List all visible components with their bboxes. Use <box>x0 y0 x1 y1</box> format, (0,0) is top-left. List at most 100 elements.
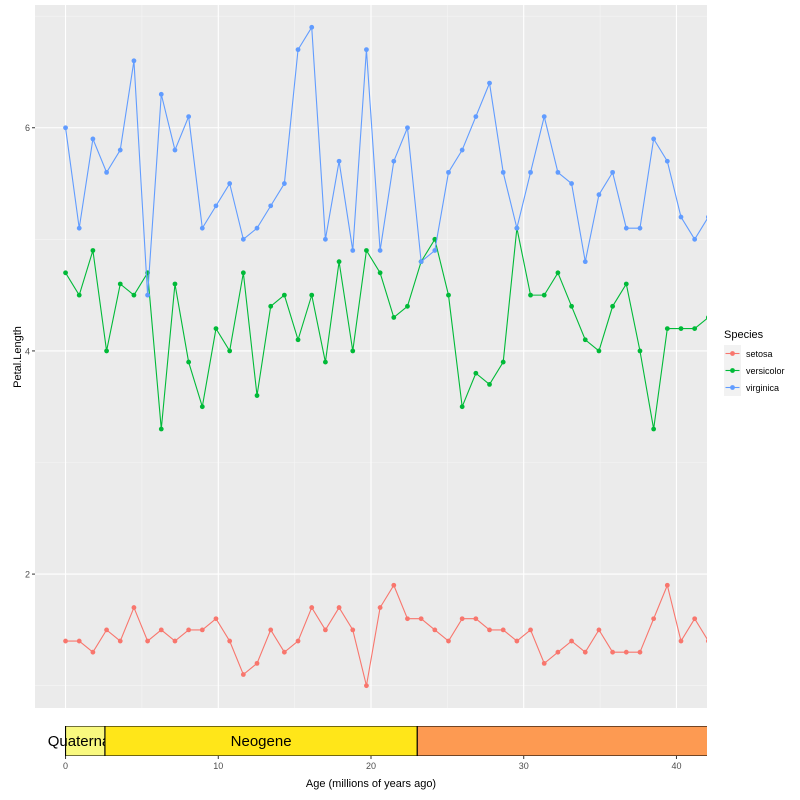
data-point-setosa <box>446 638 451 644</box>
data-point-virginica <box>295 47 301 53</box>
data-point-setosa <box>473 616 479 622</box>
legend-key-point <box>730 368 735 373</box>
data-point-virginica <box>596 192 602 198</box>
data-point-versicolor <box>90 248 96 253</box>
data-point-setosa <box>692 616 698 622</box>
data-point-versicolor <box>240 270 246 276</box>
data-point-virginica <box>323 236 328 242</box>
data-point-virginica <box>377 248 383 253</box>
data-point-virginica <box>405 125 410 131</box>
data-point-versicolor <box>63 270 68 276</box>
legend-label-setosa: setosa <box>746 349 773 359</box>
data-point-setosa <box>254 660 260 666</box>
data-point-virginica <box>637 225 643 231</box>
legend-keys: setosa versicolor virginica <box>724 345 785 396</box>
data-point-versicolor <box>446 292 451 298</box>
data-point-versicolor <box>610 303 616 309</box>
data-point-setosa <box>131 605 137 610</box>
data-point-virginica <box>500 169 506 175</box>
data-point-virginica <box>131 58 137 64</box>
data-point-versicolor <box>555 270 561 276</box>
data-point-versicolor <box>541 292 547 298</box>
legend-key-point <box>730 351 735 356</box>
data-point-setosa <box>610 649 616 655</box>
data-point-setosa <box>323 627 328 633</box>
data-point-virginica <box>569 181 574 186</box>
data-point-virginica <box>610 169 616 175</box>
data-point-setosa <box>117 638 123 644</box>
data-point-virginica <box>63 125 68 131</box>
data-point-versicolor <box>459 404 465 410</box>
data-point-virginica <box>582 259 588 265</box>
data-point-setosa <box>432 627 438 633</box>
data-point-virginica <box>76 225 82 231</box>
x-tick-label: 20 <box>366 761 376 771</box>
data-point-setosa <box>705 639 707 644</box>
data-point-versicolor <box>623 281 629 287</box>
data-point-versicolor <box>500 359 506 365</box>
legend: Species setosa versicolor virginica <box>724 329 785 396</box>
data-point-setosa <box>637 649 643 655</box>
series-line-virginica <box>65 25 707 296</box>
data-point-virginica <box>473 114 479 119</box>
data-point-virginica <box>678 214 684 220</box>
data-point-setosa <box>336 605 342 610</box>
time-scale-label: Quaternary <box>48 733 124 750</box>
data-point-versicolor <box>172 281 178 287</box>
data-point-setosa <box>76 638 82 644</box>
data-point-versicolor <box>637 348 643 354</box>
data-point-versicolor <box>336 259 342 265</box>
data-point-setosa <box>541 660 547 666</box>
data-point-versicolor <box>186 359 192 365</box>
data-point-virginica <box>623 225 629 231</box>
data-point-virginica <box>555 169 561 175</box>
data-point-versicolor <box>391 315 397 320</box>
y-axis-title: Petal.Length <box>12 326 24 388</box>
data-point-setosa <box>213 616 219 622</box>
data-point-setosa <box>364 683 369 689</box>
time-scale-interval <box>104 726 418 756</box>
legend-title: Species <box>724 329 764 341</box>
data-point-virginica <box>186 114 192 119</box>
legend-label-virginica: virginica <box>746 383 779 393</box>
data-point-versicolor <box>254 393 260 398</box>
data-point-versicolor <box>213 326 219 331</box>
data-point-versicolor <box>377 270 383 276</box>
data-point-versicolor <box>158 426 164 432</box>
data-point-virginica <box>459 147 465 153</box>
y-tick-label: 4 <box>25 346 30 356</box>
data-point-setosa <box>199 627 205 633</box>
data-point-setosa <box>295 638 301 644</box>
data-point-versicolor <box>678 326 684 331</box>
data-point-setosa <box>596 627 602 633</box>
data-point-setosa <box>104 627 109 633</box>
data-point-versicolor <box>582 337 588 343</box>
data-point-setosa <box>500 627 506 633</box>
data-point-virginica <box>446 169 451 175</box>
data-point-virginica <box>172 147 178 153</box>
data-point-virginica <box>309 24 315 30</box>
data-point-virginica <box>541 114 547 119</box>
data-point-virginica <box>145 292 151 298</box>
x-axis-title: Age (millions of years ago) <box>306 778 436 790</box>
data-point-setosa <box>459 616 465 622</box>
data-point-setosa <box>350 627 356 633</box>
data-point-setosa <box>664 582 670 588</box>
x-axis: 0 10 20 30 40 <box>63 756 681 771</box>
data-point-setosa <box>240 672 246 677</box>
data-point-virginica <box>227 181 233 186</box>
data-point-setosa <box>555 649 561 655</box>
plot-panel <box>35 5 707 708</box>
data-point-versicolor <box>131 292 137 298</box>
data-point-versicolor <box>281 292 287 298</box>
data-point-setosa <box>63 638 68 644</box>
data-point-virginica <box>90 136 96 142</box>
x-tick-label: 30 <box>519 761 529 771</box>
data-point-versicolor <box>323 359 328 365</box>
data-point-virginica <box>364 47 369 53</box>
y-axis: 2 4 6 <box>25 123 35 580</box>
data-point-virginica <box>117 147 123 153</box>
data-point-setosa <box>158 627 164 633</box>
data-point-virginica <box>240 236 246 242</box>
